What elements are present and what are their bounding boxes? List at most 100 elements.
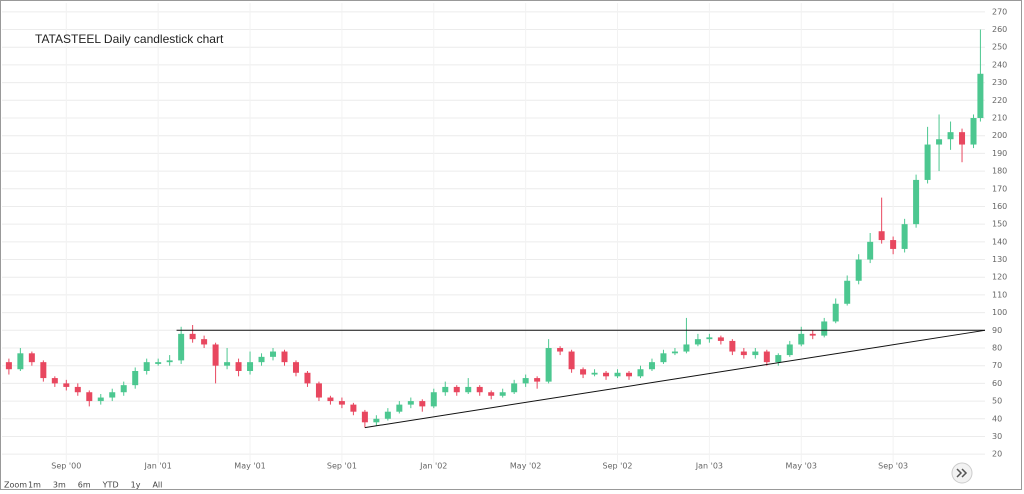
candle-body	[603, 372, 610, 377]
candle-body	[166, 360, 173, 363]
x-tick-label: Sep '01	[327, 462, 357, 471]
range-button[interactable]: 3m	[53, 481, 66, 490]
candle-body	[580, 369, 587, 375]
candle-body	[959, 132, 966, 145]
y-tick-label: 200	[992, 131, 1007, 140]
x-tick-label: May '01	[234, 462, 265, 471]
candle-body	[832, 303, 839, 322]
candle-body	[281, 351, 288, 363]
scroll-button[interactable]	[951, 462, 973, 484]
candle-body	[878, 231, 885, 241]
y-tick-label: 220	[992, 96, 1007, 105]
y-tick-label: 90	[992, 326, 1002, 335]
candle-body	[155, 362, 162, 364]
x-tick-label: Sep '00	[51, 462, 81, 471]
candle-body	[660, 353, 667, 363]
range-button[interactable]: 1y	[131, 481, 141, 490]
candle-body	[867, 241, 874, 260]
candle-body	[235, 362, 242, 371]
y-tick-label: 70	[992, 361, 1002, 370]
candle-body	[752, 351, 759, 356]
candle-body	[614, 372, 621, 377]
y-tick-label: 160	[992, 202, 1007, 211]
candle-body	[683, 344, 690, 352]
x-tick-label: Sep '02	[603, 462, 633, 471]
trend-line	[364, 329, 986, 429]
candle-body	[648, 362, 655, 370]
range-selector-label: Zoom	[4, 481, 27, 490]
candle-body	[361, 411, 368, 423]
candle-body	[844, 280, 851, 304]
candle-body	[798, 333, 805, 345]
y-tick-label: 140	[992, 237, 1007, 246]
y-tick-label: 50	[992, 397, 1002, 406]
x-tick-label: Jan '03	[695, 462, 723, 471]
range-button[interactable]: All	[152, 481, 162, 490]
candle-body	[947, 132, 954, 140]
x-tick-label: Sep '03	[878, 462, 908, 471]
candle-body	[821, 321, 828, 336]
candle-body	[40, 362, 47, 379]
candle-body	[270, 351, 277, 357]
candle-body	[534, 378, 541, 382]
chart-title: TATASTEEL Daily candlestick chart	[35, 32, 224, 46]
y-tick-label: 40	[992, 414, 1002, 423]
candle-body	[120, 385, 127, 393]
y-tick-label: 120	[992, 273, 1007, 282]
grid	[2, 3, 985, 463]
range-button[interactable]: YTD	[102, 481, 119, 490]
x-tick-label: Jan '02	[419, 462, 447, 471]
candle-body	[143, 362, 150, 371]
candle-body	[706, 337, 713, 340]
candle-body	[740, 351, 747, 356]
candle-body	[132, 371, 139, 386]
candle-body	[304, 372, 311, 384]
candle-body	[315, 383, 322, 398]
candle-body	[442, 386, 449, 393]
candle-body	[671, 351, 678, 354]
candle-body	[5, 362, 12, 370]
candle-body	[977, 73, 984, 118]
candle-body	[476, 386, 483, 393]
candle-body	[499, 392, 506, 396]
y-tick-label: 240	[992, 60, 1007, 69]
candle-body	[212, 344, 219, 366]
y-tick-label: 230	[992, 78, 1007, 87]
candle-body	[694, 339, 701, 345]
y-tick-label: 130	[992, 255, 1007, 264]
candle-body	[890, 240, 897, 249]
candle-body	[488, 392, 495, 396]
candle-body	[74, 386, 81, 393]
y-tick-label: 100	[992, 308, 1007, 317]
candle-body	[17, 353, 24, 370]
candle-body	[901, 224, 908, 249]
candle-body	[924, 144, 931, 180]
y-tick-label: 60	[992, 379, 1002, 388]
y-tick-label: 20	[992, 450, 1002, 459]
y-tick-label: 260	[992, 25, 1007, 34]
candle-body	[97, 397, 104, 402]
candle-body	[224, 362, 231, 366]
candle-body	[809, 333, 816, 336]
candle-body	[28, 353, 35, 363]
candle-body	[786, 344, 793, 356]
candle-body	[258, 356, 265, 363]
candle-body	[407, 401, 414, 405]
candle-body	[936, 139, 943, 145]
x-tick-label: Jan '01	[144, 462, 172, 471]
candle-body	[189, 333, 196, 340]
candle-body	[545, 348, 552, 382]
candle-body	[327, 397, 334, 402]
y-tick-label: 110	[992, 290, 1007, 299]
candle-body	[350, 404, 357, 412]
candle-body	[396, 404, 403, 412]
candle-body	[384, 411, 391, 419]
y-tick-label: 210	[992, 114, 1007, 123]
y-tick-label: 150	[992, 220, 1007, 229]
candle-body	[430, 392, 437, 407]
candle-body	[109, 392, 116, 398]
range-button[interactable]: 1m	[28, 481, 41, 490]
range-button[interactable]: 6m	[78, 481, 91, 490]
